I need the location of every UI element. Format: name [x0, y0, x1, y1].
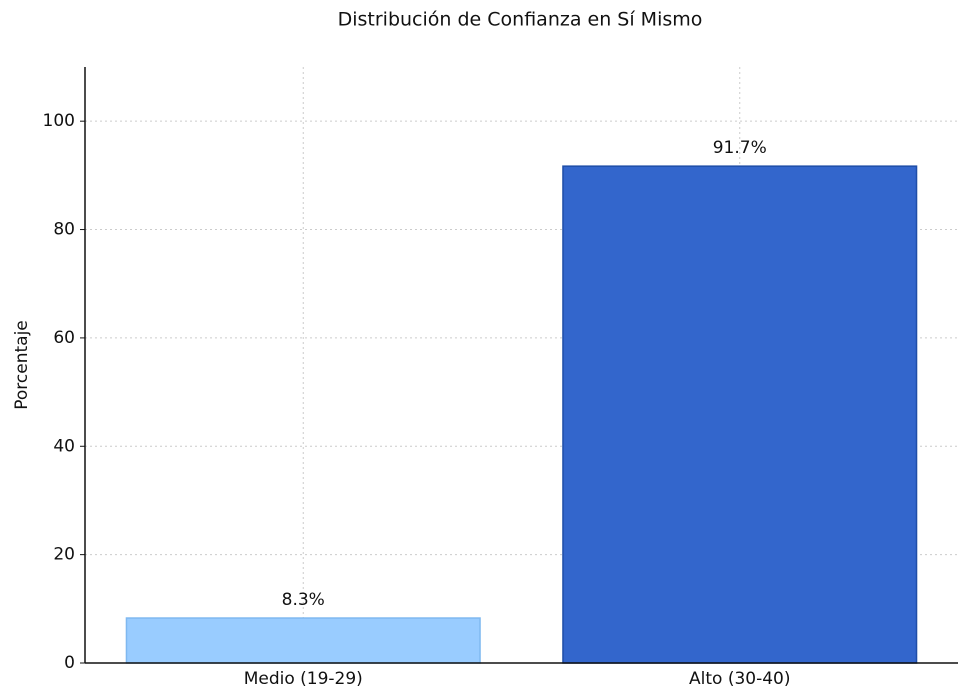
- x-tick-label: Medio (19-29): [244, 669, 363, 689]
- value-label: 91.7%: [713, 138, 767, 158]
- bar: [125, 617, 481, 664]
- chart-title: Distribución de Confianza en Sí Mismo: [338, 9, 703, 31]
- bar: [562, 165, 918, 664]
- x-tick-label: Alto (30-40): [689, 669, 791, 689]
- y-tick-label: 60: [53, 328, 75, 348]
- y-tick-label: 80: [53, 220, 75, 240]
- value-label: 8.3%: [282, 590, 325, 610]
- y-axis-label: Porcentaje: [12, 320, 32, 410]
- y-tick-label: 40: [53, 436, 75, 456]
- y-tick-label: 0: [64, 653, 75, 673]
- y-tick-label: 100: [43, 111, 75, 131]
- y-tick-label: 20: [53, 545, 75, 565]
